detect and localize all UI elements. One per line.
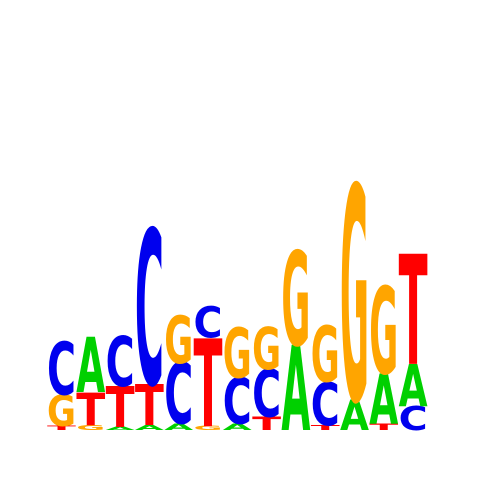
logo-letter-c-pos-4: C [135,188,164,436]
logo-letter-a-pos-9: A [281,324,310,459]
logo-letter-a-pos-5: A [164,422,193,432]
logo-letter-t-pos-10: T [311,424,340,432]
logo-letter-g-pos-8: G [252,317,281,383]
logo-letter-g-pos-6: G [194,425,223,432]
logo-letter-c-pos-7: C [223,366,252,439]
logo-letter-g-pos-10: G [311,312,340,401]
logo-letter-c-pos-6: C [194,298,223,348]
logo-letter-g-pos-5: G [164,304,193,378]
logo-letter-c-pos-13: C [399,399,428,438]
logo-letter-c-pos-5: C [164,347,193,444]
logo-letter-g-pos-7: G [223,313,252,394]
logo-letter-a-pos-7: A [223,422,252,432]
logo-letter-t-pos-1: T [47,425,76,432]
logo-letter-g-pos-11: G [340,126,369,470]
logo-letter-c-pos-8: C [252,356,281,432]
logo-letter-t-pos-4: T [135,373,164,438]
logo-letter-c-pos-3: C [106,323,135,403]
logo-letter-t-pos-2: T [76,385,105,436]
logo-letter-g-pos-2: G [76,424,105,432]
logo-letter-g-pos-1: G [47,386,76,436]
logo-letter-a-pos-11: A [340,392,369,440]
logo-letter-t-pos-6: T [194,315,223,455]
logo-letter-t-pos-12: T [369,422,398,432]
logo-letter-t-pos-3: T [106,375,135,440]
logo-letter-t-pos-8: T [252,413,282,435]
logo-letter-a-pos-13: A [399,354,428,420]
logo-letter-c-pos-1: C [47,327,76,411]
logo-letter-a-pos-2: A [76,322,105,411]
logo-letter-a-pos-4: A [135,424,164,432]
logo-letter-t-pos-13: T [399,225,428,401]
logo-letter-a-pos-3: A [106,426,136,431]
logo-letter-a-pos-12: A [369,360,398,441]
logo-letter-g-pos-9: G [281,226,310,376]
logo-letter-c-pos-10: C [311,370,340,439]
logo-letter-g-pos-12: G [369,262,398,402]
